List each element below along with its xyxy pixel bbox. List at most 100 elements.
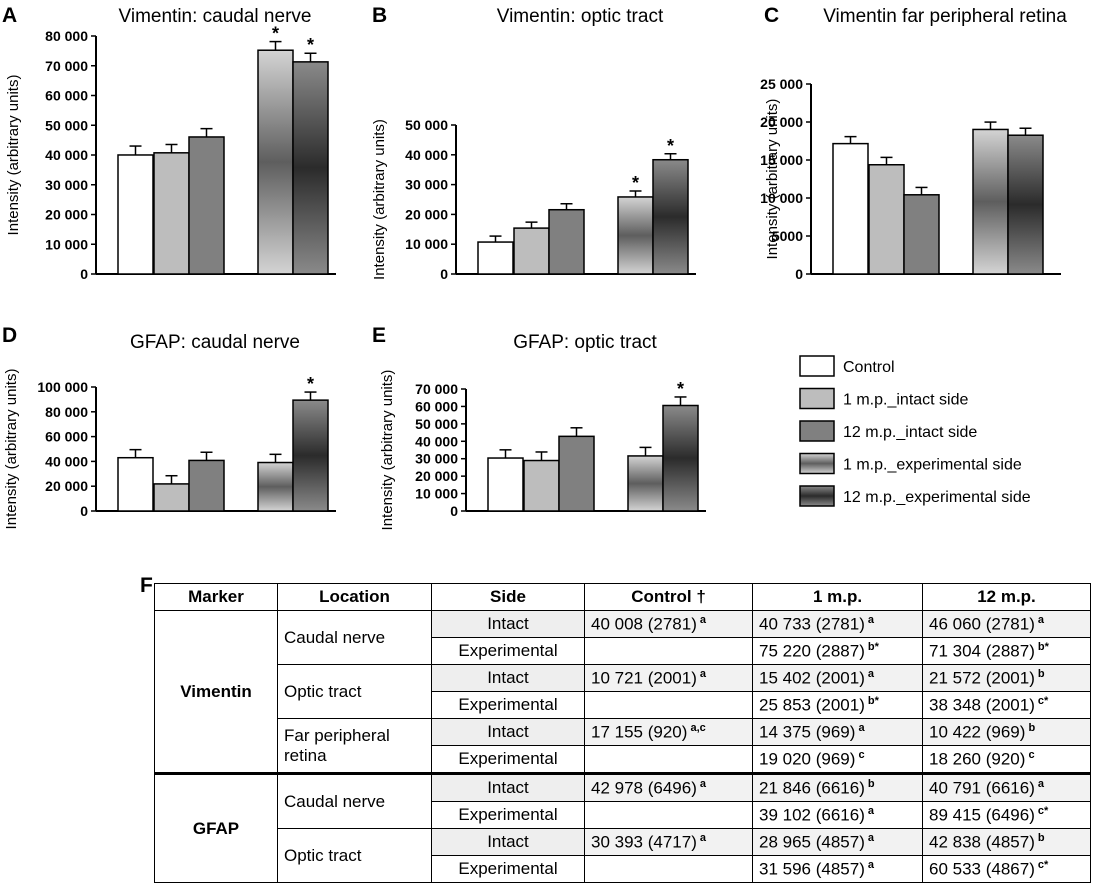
bar-1 xyxy=(117,456,154,512)
control-cell xyxy=(584,691,753,719)
cell-superscript: a xyxy=(864,831,875,844)
control-cell xyxy=(584,637,753,665)
legend-swatch xyxy=(799,420,835,442)
legend-item: 1 m.p._experimental side xyxy=(799,452,1022,475)
cell-value: 25 853 (2001) xyxy=(759,695,865,715)
chart-title: GFAP: caudal nerve xyxy=(130,332,300,353)
y-tick-label: 0 xyxy=(795,266,803,282)
cell-superscript: a xyxy=(864,667,875,680)
twelve-mp-cell: 89 415 (6496) c* xyxy=(922,801,1091,829)
cell-value: 40 733 (2781) xyxy=(759,614,865,634)
summary-table: Marker Location Side Control † 1 m.p. 12… xyxy=(154,583,1091,883)
y-tick-label: 50 000 xyxy=(45,117,88,133)
table-header-row: Marker Location Side Control † 1 m.p. 12… xyxy=(154,583,1091,611)
control-cell: 40 008 (2781) a xyxy=(584,610,753,638)
y-tick-label: 100 000 xyxy=(37,379,88,395)
cell-superscript: a xyxy=(696,613,707,626)
panel-letter: B xyxy=(372,4,387,27)
bar-2 xyxy=(868,164,905,275)
side-cell: Intact xyxy=(431,718,585,746)
bar-4 xyxy=(972,128,1009,275)
chart-title: Vimentin: caudal nerve xyxy=(119,6,312,27)
legend-item: 12 m.p._experimental side xyxy=(799,485,1031,507)
location-cell: Optic tract xyxy=(277,828,432,883)
twelve-mp-cell: 71 304 (2887) b* xyxy=(922,637,1091,665)
y-tick-label: 70 000 xyxy=(415,381,458,397)
cell-value: 40 791 (6616) xyxy=(929,778,1035,798)
significance-star: * xyxy=(632,173,639,193)
y-tick-label: 0 xyxy=(80,503,88,519)
panel-letter: C xyxy=(764,4,779,27)
cell-superscript: a xyxy=(1034,613,1045,626)
table-row: GFAP Caudal nerve Intact 42 978 (6496) a 21 … xyxy=(154,772,1091,883)
figure-panels: A Vimentin: caudal nerve Intensity (arbitr… xyxy=(2,4,1067,530)
table-row: Experimental 75 220 (2887) b* 71 304 (2887… xyxy=(155,637,1091,665)
cell-value: 89 415 (6496) xyxy=(929,805,1035,825)
twelve-mp-cell: 60 533 (4867) c* xyxy=(922,855,1091,883)
twelve-mp-cell: 40 791 (6616) a xyxy=(922,772,1091,802)
cell-superscript: b* xyxy=(1034,640,1049,653)
cell-value: 75 220 (2887) xyxy=(759,641,865,661)
cell-value: 21 846 (6616) xyxy=(759,778,865,798)
cell-value: 39 102 (6616) xyxy=(759,805,865,825)
bar-4 xyxy=(627,455,664,512)
y-tick-label: 30 000 xyxy=(405,177,448,193)
chart-panel-d: D GFAP: caudal nerve Intensity (arbitrary … xyxy=(2,324,336,529)
cell-superscript: a xyxy=(1034,777,1045,790)
bar-5 xyxy=(652,158,689,275)
y-tick-label: 0 xyxy=(440,266,448,282)
y-axis-label: Intensity (arbitrary units) xyxy=(5,75,22,236)
header-marker: Marker xyxy=(154,583,278,611)
cell-value: 15 402 (2001) xyxy=(759,668,865,688)
y-tick-label: 60 000 xyxy=(45,88,88,104)
significance-star: * xyxy=(667,136,674,156)
panel-letter-f: F xyxy=(140,574,153,597)
legend-item: 12 m.p._intact side xyxy=(799,420,977,442)
panel-letter: A xyxy=(2,4,17,27)
y-tick-label: 10 000 xyxy=(415,486,458,502)
one-mp-cell: 15 402 (2001) a xyxy=(752,664,923,692)
y-tick-label: 20 000 xyxy=(415,468,458,484)
y-tick-label: 50 000 xyxy=(415,416,458,432)
legend-item: Control xyxy=(799,355,895,377)
control-cell: 10 721 (2001) a xyxy=(584,664,753,692)
y-tick-label: 25 000 xyxy=(760,76,803,92)
side-cell: Experimental xyxy=(431,801,585,829)
cell-superscript: a xyxy=(864,858,875,871)
y-tick-label: 60 000 xyxy=(45,429,88,445)
bar-5 xyxy=(662,404,699,512)
chart-title: GFAP: optic tract xyxy=(513,332,657,353)
cell-value: 40 008 (2781) xyxy=(591,614,697,634)
significance-star: * xyxy=(307,35,314,55)
bar-2 xyxy=(153,152,190,275)
marker-cell: Vimentin xyxy=(154,610,278,774)
one-mp-cell: 28 965 (4857) a xyxy=(752,828,923,856)
one-mp-cell: 19 020 (969) c xyxy=(752,745,923,774)
y-tick-label: 20 000 xyxy=(45,478,88,494)
one-mp-cell: 25 853 (2001) b* xyxy=(752,691,923,719)
y-tick-label: 80 000 xyxy=(45,404,88,420)
marker-cell: GFAP xyxy=(154,772,278,883)
bar-3 xyxy=(548,208,585,275)
bar-5 xyxy=(292,399,329,512)
cell-value: 46 060 (2781) xyxy=(929,614,1035,634)
significance-star: * xyxy=(272,24,279,44)
cell-value: 38 348 (2001) xyxy=(929,695,1035,715)
legend-label: 1 m.p._intact side xyxy=(843,392,969,409)
significance-star: * xyxy=(307,374,314,394)
twelve-mp-cell: 42 838 (4857) b xyxy=(922,828,1091,856)
cell-superscript: b xyxy=(1025,721,1036,734)
cell-superscript: a xyxy=(855,721,865,734)
bar-5 xyxy=(1007,134,1044,275)
control-cell xyxy=(584,855,753,883)
cell-value: 10 422 (969) xyxy=(929,722,1026,742)
bar-5 xyxy=(292,61,329,275)
cell-superscript: a xyxy=(864,613,875,626)
bar-1 xyxy=(487,457,524,512)
bar-2 xyxy=(523,459,560,512)
control-cell xyxy=(584,801,753,829)
table-row: Experimental 31 596 (4857) a 60 533 (4867)… xyxy=(155,855,1091,883)
y-tick-label: 10 000 xyxy=(405,236,448,252)
bar-4 xyxy=(257,49,294,275)
bar-2 xyxy=(513,227,550,275)
